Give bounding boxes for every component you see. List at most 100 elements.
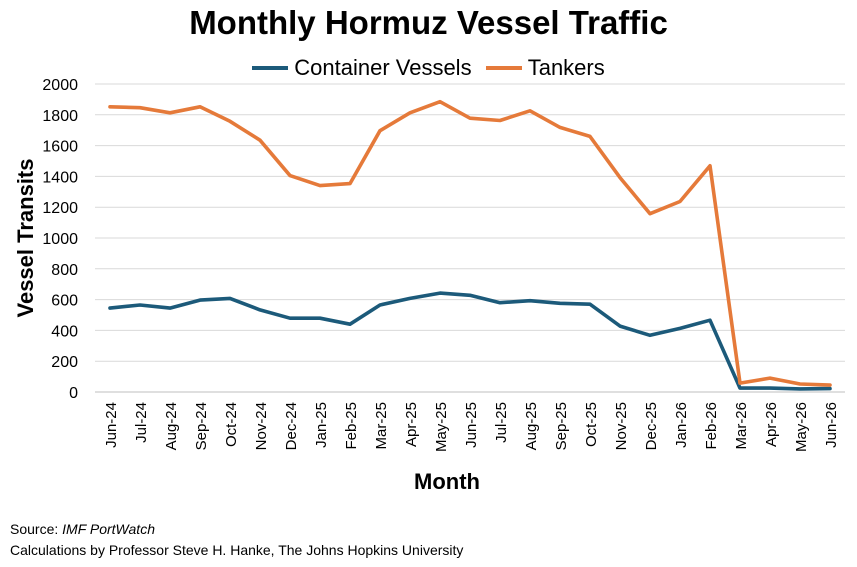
x-tick-label: Dec-25 <box>643 402 660 450</box>
x-tick-label: Jun-24 <box>103 402 120 448</box>
data-point <box>678 200 682 203</box>
data-point <box>408 297 412 300</box>
data-point <box>348 323 352 326</box>
source-note: Source: IMF PortWatch <box>10 521 155 537</box>
y-tick-label: 1200 <box>42 200 78 217</box>
data-point <box>588 135 592 138</box>
y-tick-label: 600 <box>51 293 78 310</box>
data-point <box>378 303 382 307</box>
data-point <box>108 306 112 310</box>
data-point <box>228 120 232 123</box>
data-point <box>498 119 502 122</box>
y-axis-label: Vessel Transits <box>13 159 38 318</box>
data-point <box>318 184 322 187</box>
data-point <box>708 319 712 322</box>
y-tick-label: 800 <box>51 262 78 279</box>
data-point <box>828 383 832 387</box>
series-lines <box>108 99 832 391</box>
y-tick-label: 2000 <box>42 77 78 94</box>
legend-swatch-container-vessels <box>252 66 289 70</box>
x-tick-label: Sep-25 <box>553 402 570 450</box>
y-tick-label: 1800 <box>42 108 78 125</box>
data-point <box>438 291 442 295</box>
data-point <box>378 129 382 132</box>
data-point <box>618 324 622 328</box>
data-point <box>318 317 322 320</box>
x-tick-label: Mar-26 <box>733 402 750 450</box>
x-tick-label: Sep-24 <box>193 402 210 450</box>
data-point <box>468 294 472 297</box>
data-point <box>468 116 472 120</box>
x-tick-label: Aug-24 <box>163 402 180 450</box>
data-point <box>168 306 172 310</box>
x-tick-label: Jul-24 <box>133 402 150 443</box>
data-point <box>498 301 502 304</box>
x-tick-label: Jun-25 <box>463 402 480 448</box>
source-name: IMF PortWatch <box>62 521 155 537</box>
x-tick-label: May-25 <box>433 402 450 452</box>
data-point <box>198 105 202 108</box>
chart-legend: Container Vessels Tankers <box>0 50 857 81</box>
y-tick-label: 200 <box>51 354 78 371</box>
data-point <box>138 303 142 307</box>
x-tick-label: Apr-26 <box>763 402 780 447</box>
data-point <box>708 164 712 167</box>
x-tick-label: Oct-24 <box>223 402 240 447</box>
y-tick-label: 1600 <box>42 139 78 156</box>
data-point <box>288 174 292 177</box>
x-tick-label: May-26 <box>793 402 810 452</box>
x-tick-label: Jun-26 <box>823 402 840 448</box>
y-tick-label: 400 <box>51 323 78 340</box>
x-tick-label: Nov-24 <box>253 402 270 450</box>
data-point <box>588 303 592 306</box>
data-point <box>528 299 532 302</box>
data-point <box>228 297 232 300</box>
y-axis-ticks: 0 200 400 600 800 1000 1200 1400 1600 1800 2000 <box>42 77 78 402</box>
data-point <box>798 387 802 391</box>
x-tick-label: Feb-25 <box>343 402 360 450</box>
data-point <box>168 111 172 114</box>
x-tick-label: Feb-26 <box>703 402 720 450</box>
data-point <box>768 386 772 390</box>
data-point <box>768 376 772 380</box>
data-point <box>558 302 562 305</box>
x-tick-label: Jul-25 <box>493 402 510 443</box>
data-point <box>258 139 262 142</box>
legend-label-tankers: Tankers <box>527 55 605 80</box>
data-point <box>558 126 562 129</box>
data-point <box>798 382 802 386</box>
y-tick-label: 1000 <box>42 231 78 248</box>
data-point <box>528 109 532 112</box>
data-point <box>408 111 412 114</box>
x-axis-label: Month <box>414 469 480 494</box>
data-point <box>618 176 622 179</box>
x-tick-label: Nov-25 <box>613 402 630 450</box>
data-point <box>288 317 292 320</box>
legend-label-container-vessels: Container Vessels <box>294 55 472 80</box>
gridlines <box>95 83 845 393</box>
data-point <box>198 298 202 302</box>
data-point <box>648 334 652 337</box>
x-tick-label: Oct-25 <box>583 402 600 447</box>
x-tick-label: Apr-25 <box>403 402 420 447</box>
y-tick-label: 1400 <box>42 169 78 186</box>
data-point <box>648 212 652 215</box>
credit-note: Calculations by Professor Steve H. Hanke… <box>10 542 464 558</box>
x-tick-label: Jan-26 <box>673 402 690 448</box>
legend-item-tankers: Tankers <box>485 55 605 81</box>
x-tick-label: Mar-25 <box>373 402 390 450</box>
data-point <box>438 100 442 103</box>
source-label: Source: <box>10 521 63 537</box>
y-tick-label: 0 <box>69 385 78 402</box>
data-point <box>348 182 352 185</box>
chart-title: Monthly Hormuz Vessel Traffic <box>189 4 668 41</box>
x-axis-ticks: Jun-24 Jul-24 Aug-24 Sep-24 Oct-24 Nov-24 Dec-… <box>103 402 840 452</box>
data-point <box>738 381 742 385</box>
data-point <box>108 105 112 108</box>
x-tick-label: Aug-25 <box>523 402 540 450</box>
x-tick-label: Dec-24 <box>283 402 300 450</box>
legend-item-container-vessels: Container Vessels <box>252 55 472 81</box>
data-point <box>828 387 832 390</box>
data-point <box>258 308 262 312</box>
